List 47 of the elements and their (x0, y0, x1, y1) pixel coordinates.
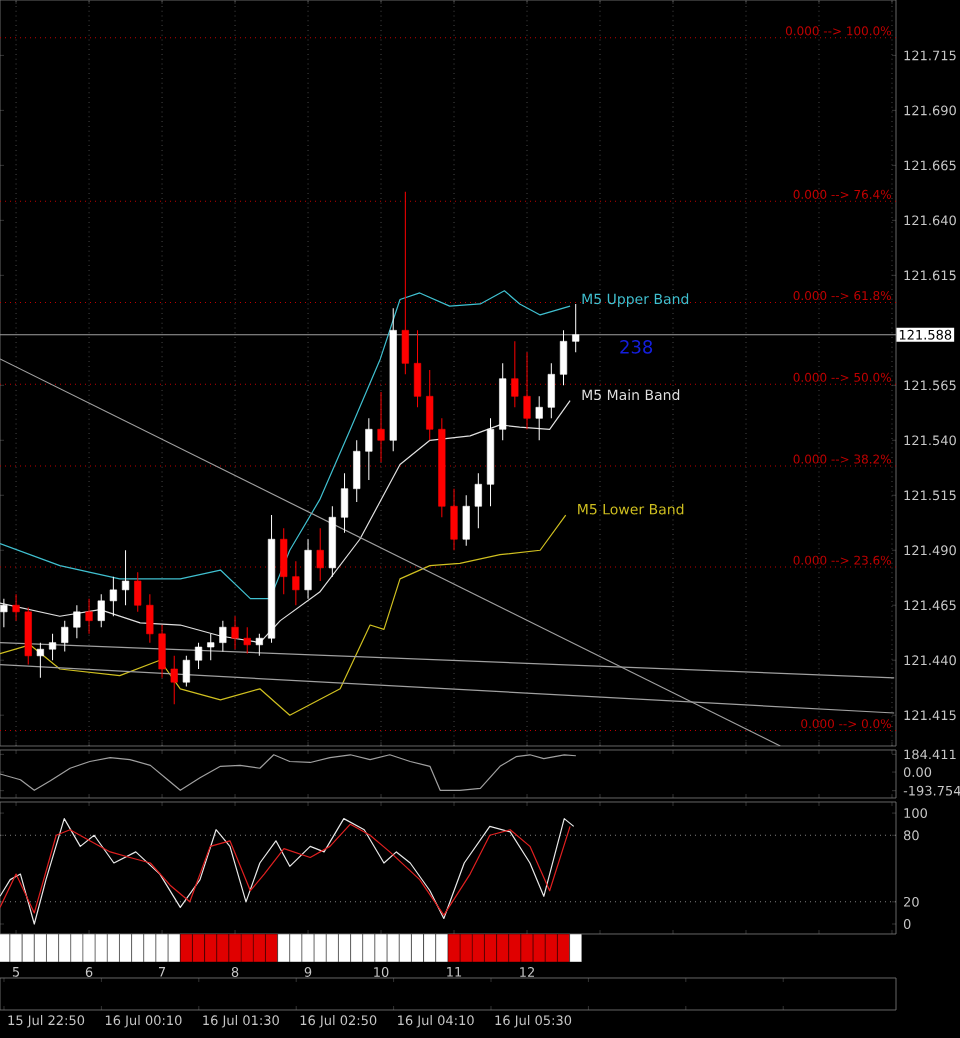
candlestick (292, 560, 300, 606)
candlestick (353, 439, 361, 503)
candlestick (12, 593, 20, 622)
annotation: 238 (620, 340, 653, 354)
candlestick (450, 488, 458, 551)
candlestick (559, 329, 568, 386)
candlestick (158, 624, 166, 679)
candlestick (523, 351, 531, 430)
candlestick (572, 303, 580, 353)
candlestick (194, 642, 203, 670)
candlestick (170, 655, 178, 705)
candlestick (97, 593, 105, 628)
candlestick (462, 494, 470, 547)
candlestick (547, 362, 555, 419)
line-series (0, 514, 567, 716)
candlestick (340, 472, 349, 534)
candlestick (304, 538, 312, 600)
candlestick (24, 606, 32, 666)
candlestick (426, 369, 434, 441)
candlestick (207, 633, 215, 661)
line-series (0, 290, 571, 600)
candlestick (219, 620, 227, 652)
line-series (0, 754, 577, 791)
candlestick (413, 329, 422, 408)
candlestick (231, 615, 239, 650)
candlestick (316, 527, 324, 582)
candlestick (48, 633, 57, 661)
candlestick (511, 340, 519, 408)
candlestick (73, 604, 81, 639)
candlestick (182, 655, 190, 688)
candlestick (535, 395, 543, 441)
candlestick (377, 391, 385, 463)
candlestick (255, 633, 263, 657)
candlestick (121, 549, 130, 606)
candlestick (243, 626, 251, 655)
candlestick (61, 620, 69, 652)
line-series (0, 400, 571, 644)
candlestick (0, 598, 8, 628)
candlestick (401, 191, 409, 375)
candlestick (280, 527, 288, 595)
candlestick (134, 571, 142, 613)
candlestick (36, 642, 44, 679)
candlestick (365, 417, 373, 481)
candlestick (109, 576, 117, 617)
candlestick (146, 593, 154, 644)
candlestick (474, 472, 482, 529)
candlestick (85, 598, 93, 635)
